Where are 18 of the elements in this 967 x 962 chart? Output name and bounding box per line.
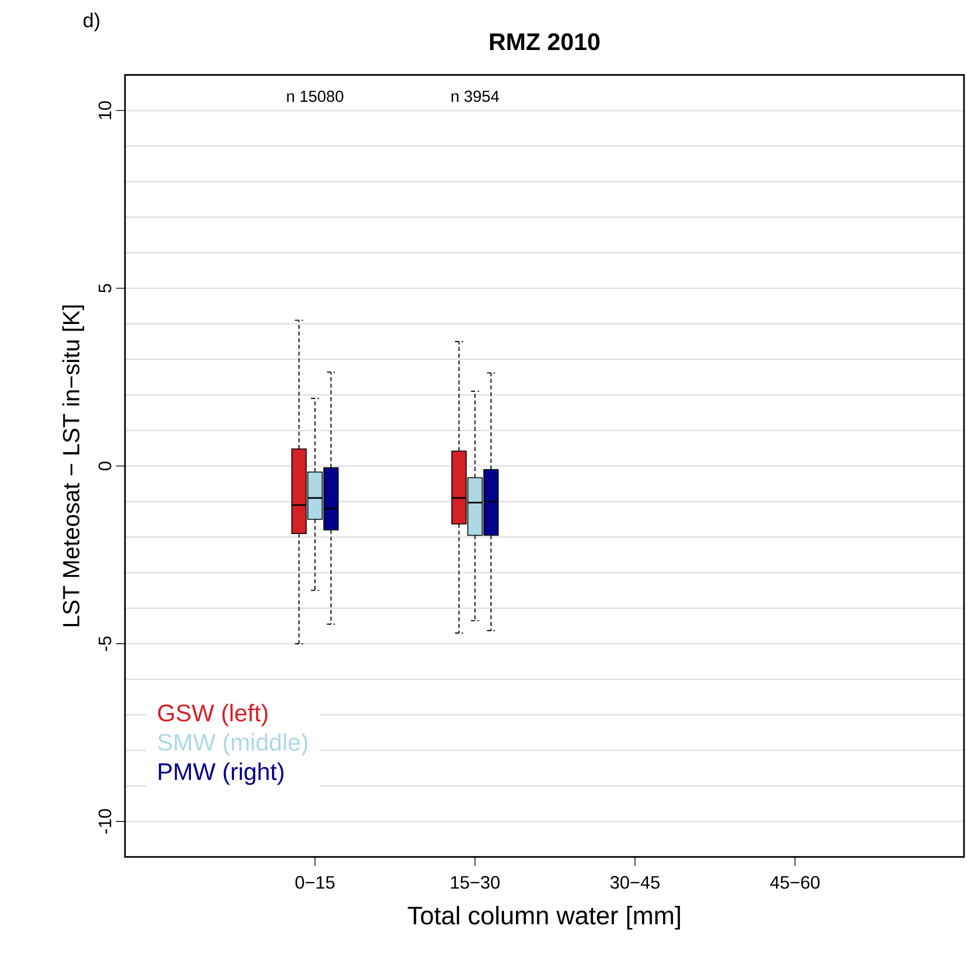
- annotation: n 15080: [287, 90, 344, 102]
- text: GSW (left): [158, 704, 268, 726]
- y-tick-label: -10: [98, 809, 112, 834]
- x-tick-label: 30−45: [610, 876, 660, 889]
- text: d): [84, 12, 100, 32]
- text: PMW (right): [158, 762, 284, 785]
- y-tick-label: 5: [98, 284, 112, 293]
- y-tick-label: -5: [98, 636, 112, 651]
- x-axis-title: Total column water [mm]: [408, 906, 680, 930]
- y-tick-label: 0: [98, 462, 112, 470]
- text: SMW (middle): [158, 733, 308, 756]
- chart-title: RMZ 2010: [490, 33, 600, 50]
- annotation: n 3954: [452, 90, 499, 102]
- x-tick-label: 45−60: [770, 876, 820, 889]
- y-tick-label: 10: [98, 101, 112, 120]
- x-tick-label: 0−15: [295, 876, 335, 889]
- x-tick-label: 15−30: [451, 876, 500, 889]
- y-axis-title: LST Meteosat − LST in−situ [K]: [62, 306, 84, 626]
